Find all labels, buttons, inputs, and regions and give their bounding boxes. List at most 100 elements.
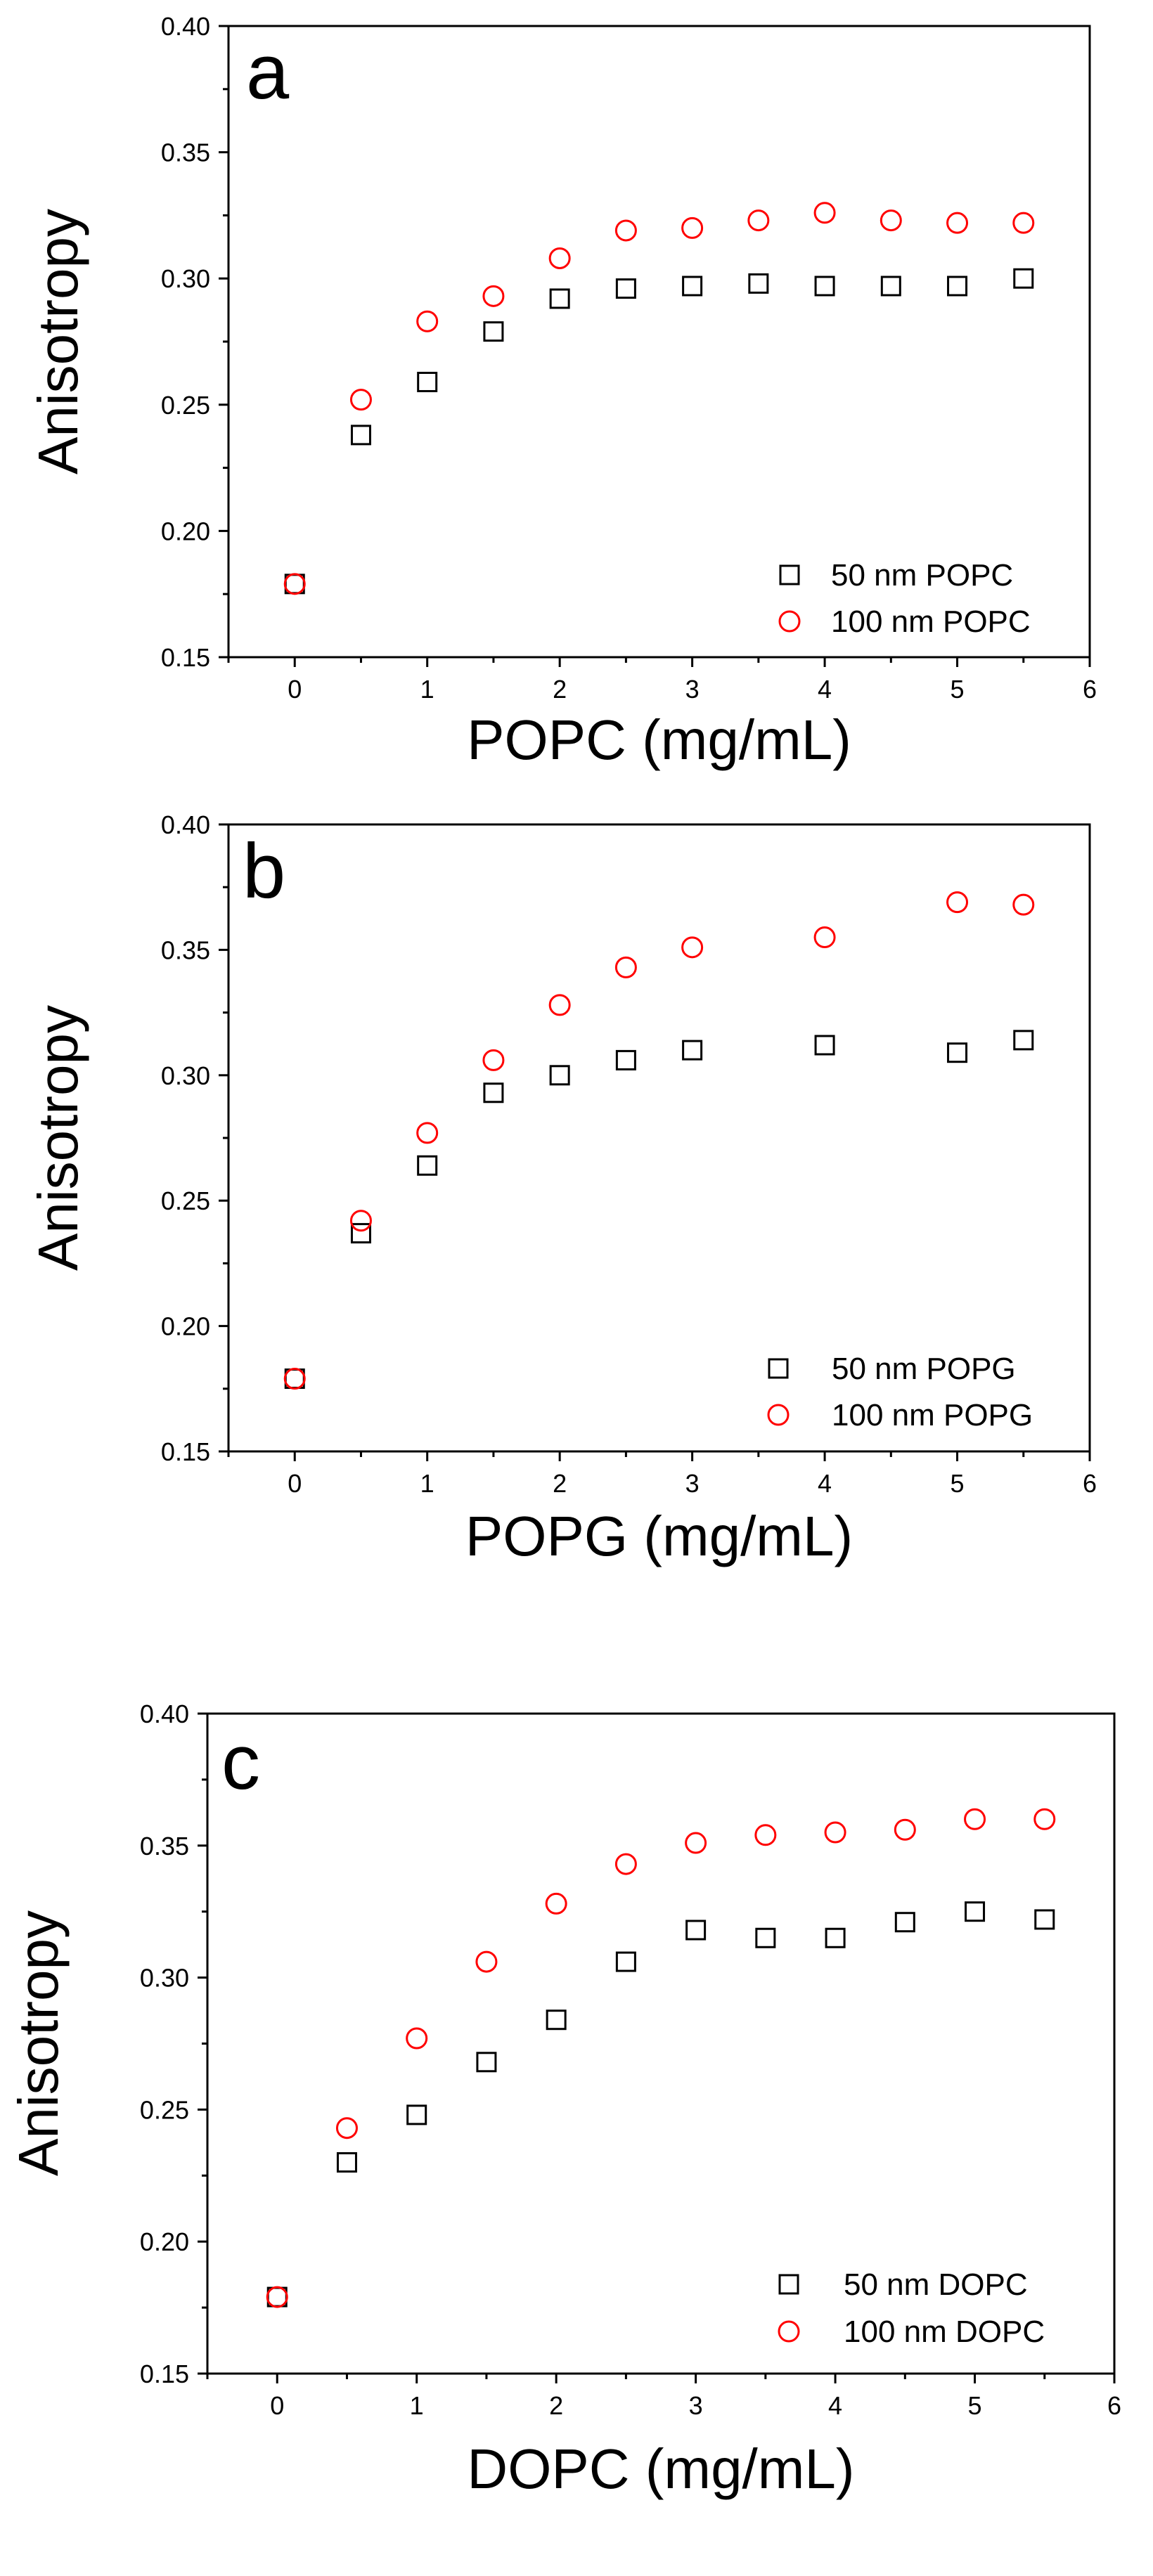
x-axis-label: POPC (mg/mL): [467, 708, 851, 771]
y-axis-label: Anisotropy: [27, 1005, 89, 1271]
data-point: [681, 216, 704, 239]
data-point: [1013, 268, 1034, 289]
y-tick-label: 0.40: [161, 810, 210, 839]
data-point: [894, 1912, 915, 1933]
y-tick-label: 0.25: [161, 391, 210, 420]
data-point: [747, 209, 770, 232]
data-point: [417, 1155, 438, 1176]
data-point: [755, 1927, 776, 1948]
data-point: [813, 926, 836, 949]
data-point: [1013, 1030, 1034, 1051]
data-point: [964, 1808, 986, 1830]
data-point: [615, 1049, 636, 1070]
x-tick-label: 4: [828, 2391, 842, 2420]
data-point: [965, 1901, 986, 1922]
data-point: [685, 1920, 707, 1941]
data-point: [549, 288, 570, 309]
panel-label: b: [243, 828, 285, 914]
data-point: [1012, 893, 1035, 916]
x-tick-label: 3: [685, 1469, 700, 1498]
data-point: [681, 936, 704, 959]
data-point: [483, 321, 504, 342]
x-tick-label: 6: [1083, 675, 1097, 704]
y-tick-label: 0.30: [161, 264, 210, 293]
data-point: [283, 573, 306, 595]
x-tick-label: 6: [1107, 2391, 1121, 2420]
legend-label: 50 nm POPG: [832, 1352, 1016, 1386]
data-point: [417, 371, 438, 392]
data-point: [406, 2027, 428, 2050]
data-point: [1012, 212, 1035, 234]
chart-panel-c: 0 1 2 3 4 5 6 0.15 0.20 0.25 0.30 0.35 0.40 DOPC (mg/…: [7, 1700, 1121, 2500]
data-point: [416, 310, 439, 332]
panel-label: a: [246, 29, 290, 115]
chart-panel-b: 0 1 2 3 4 5 6 0.15 0.20 0.25 0.30 0.35 0.40 POPG (mg/…: [27, 810, 1097, 1567]
legend-label: 100 nm POPG: [832, 1398, 1033, 1432]
data-point: [880, 209, 902, 232]
x-axis-label: DOPC (mg/mL): [467, 2438, 854, 2500]
x-tick-label: 3: [685, 675, 700, 704]
panel-label: c: [221, 1719, 260, 1806]
y-tick-label: 0.35: [161, 936, 210, 964]
y-tick-label: 0.35: [161, 138, 210, 167]
data-point: [266, 2286, 288, 2308]
data-point: [1034, 1909, 1055, 1930]
y-axis-label: Anisotropy: [7, 1910, 70, 2176]
x-tick-label: 3: [689, 2391, 703, 2420]
data-point: [483, 1082, 504, 1103]
series-circles: [283, 202, 1035, 595]
y-tick-label: 0.15: [161, 643, 210, 672]
data-point: [946, 891, 969, 914]
data-point: [814, 276, 835, 297]
data-point: [748, 273, 769, 294]
data-point: [880, 276, 901, 297]
y-tick-label: 0.35: [140, 1832, 189, 1860]
x-tick-label: 0: [270, 2391, 284, 2420]
y-tick-label: 0.20: [161, 517, 210, 545]
data-point: [614, 1853, 637, 1875]
data-point: [283, 1368, 306, 1390]
data-point: [336, 2152, 357, 2173]
y-tick-label: 0.15: [161, 1437, 210, 1466]
y-tick-label: 0.25: [161, 1186, 210, 1215]
x-axis-label: POPG (mg/mL): [465, 1505, 853, 1567]
data-point: [615, 1951, 636, 1972]
y-tick-label: 0.30: [140, 1964, 189, 1993]
data-point: [614, 219, 637, 242]
data-point: [685, 1832, 707, 1854]
series-circles: [266, 1808, 1056, 2308]
data-point: [754, 1824, 777, 1846]
legend-marker: [778, 2274, 799, 2295]
data-point: [349, 1210, 372, 1232]
data-point: [894, 1818, 916, 1841]
data-point: [350, 1223, 371, 1244]
legend-marker: [778, 610, 801, 633]
y-tick-label: 0.20: [161, 1312, 210, 1341]
x-tick-label: 5: [951, 675, 965, 704]
series-circles: [283, 891, 1035, 1390]
data-point: [825, 1927, 846, 1948]
x-tick-label: 2: [553, 1469, 567, 1498]
x-tick-label: 1: [410, 2391, 424, 2420]
data-point: [682, 276, 703, 297]
legend-label: 50 nm DOPC: [844, 2267, 1028, 2302]
chart-panel-a: 0 1 2 3 4 5 6 0.15 0.20 0.25 0.30 0.35 0.40 POPC (mg/…: [27, 12, 1097, 771]
data-point: [416, 1122, 439, 1144]
x-tick-label: 1: [420, 1469, 434, 1498]
x-tick-label: 4: [818, 675, 832, 704]
data-point: [814, 1035, 835, 1056]
y-axis-label: Anisotropy: [27, 209, 89, 474]
legend-label: 50 nm POPC: [831, 558, 1013, 593]
x-tick-label: 1: [420, 675, 434, 704]
y-tick-label: 0.40: [161, 12, 210, 41]
x-tick-label: 4: [818, 1469, 832, 1498]
data-point: [476, 2052, 497, 2073]
data-point: [475, 1950, 498, 1973]
x-tick-label: 6: [1083, 1469, 1097, 1498]
data-point: [947, 1042, 968, 1063]
data-point: [614, 956, 637, 978]
y-tick-label: 0.30: [161, 1061, 210, 1090]
data-point: [947, 276, 968, 297]
